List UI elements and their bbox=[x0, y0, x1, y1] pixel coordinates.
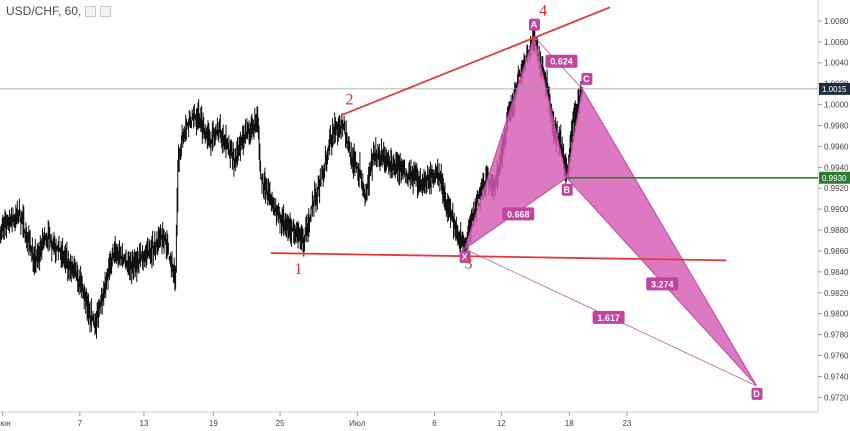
wave-number-2: 2 bbox=[345, 92, 353, 109]
point-label-c: C bbox=[583, 74, 590, 84]
trendline-lower[interactable] bbox=[270, 252, 727, 262]
ratio-label: 0.624 bbox=[550, 57, 573, 67]
ratio-label-bg bbox=[502, 207, 535, 221]
ratio-label-bg bbox=[646, 277, 679, 291]
ratio-label: 3.274 bbox=[651, 279, 674, 289]
y-tick-label: 0.9980 bbox=[824, 121, 849, 130]
y-tick-label: 0.9740 bbox=[824, 372, 849, 381]
price-series bbox=[0, 22, 583, 339]
y-tick-label: 1.0000 bbox=[824, 101, 849, 110]
visibility-toggle-icon[interactable] bbox=[85, 5, 97, 17]
price-marker-bg bbox=[819, 82, 850, 95]
x-tick-label: Июн bbox=[0, 419, 11, 428]
y-tick-label: 1.0040 bbox=[824, 59, 849, 68]
y-tick-label: 0.9900 bbox=[824, 205, 849, 214]
point-badge-bg bbox=[581, 72, 593, 85]
ratio-label: 1.617 bbox=[597, 313, 620, 323]
axes-frame bbox=[0, 0, 819, 413]
y-tick-label: 0.9840 bbox=[824, 268, 849, 277]
x-tick-label: 13 bbox=[140, 419, 149, 428]
price-candles bbox=[0, 22, 583, 339]
ratio-label-bg bbox=[592, 310, 625, 324]
x-tick-label: 12 bbox=[497, 419, 506, 428]
ratio-label: 0.668 bbox=[507, 209, 530, 219]
point-label-x: X bbox=[462, 252, 468, 262]
x-tick-label: 19 bbox=[209, 419, 218, 428]
point-label-d: D bbox=[753, 389, 760, 399]
y-tick-label: 0.9940 bbox=[824, 163, 849, 172]
y-tick-label: 0.9780 bbox=[824, 331, 849, 340]
y-tick-label: 0.9760 bbox=[824, 352, 849, 361]
x-tick-label: 23 bbox=[622, 419, 631, 428]
point-badge-bg bbox=[528, 18, 540, 31]
wave-number-1: 1 bbox=[294, 261, 302, 278]
ratio-label-bg bbox=[545, 54, 578, 68]
price-marker-bg bbox=[819, 171, 850, 184]
chart-header: USD/CHF, 60, bbox=[0, 0, 112, 22]
y-tick-label: 0.9880 bbox=[824, 226, 849, 235]
point-badge-bg bbox=[561, 183, 573, 196]
x-tick-label: 18 bbox=[565, 419, 574, 428]
trendline-upper[interactable] bbox=[341, 6, 611, 116]
point-badge-bg bbox=[459, 250, 471, 263]
point-badge-bg bbox=[751, 387, 763, 400]
chart-labels: X A B C D 0.624 0.668 3.274 1.617 1 2 3 4 bbox=[294, 3, 763, 400]
y-tick-label: 1.0080 bbox=[824, 17, 849, 26]
y-tick-label: 0.9920 bbox=[824, 184, 849, 193]
axis-labels: 1.00801.00601.00401.00201.00000.99800.99… bbox=[0, 17, 850, 428]
x-tick-label: 6 bbox=[432, 419, 437, 428]
price-marker-label: 0.9930 bbox=[822, 174, 847, 183]
y-tick-label: 0.9820 bbox=[824, 289, 849, 298]
wave-number-4: 4 bbox=[539, 3, 547, 20]
y-tick-label: 1.0060 bbox=[824, 38, 849, 47]
y-tick-label: 0.9860 bbox=[824, 247, 849, 256]
trendlines bbox=[0, 6, 818, 262]
y-tick-label: 0.9800 bbox=[824, 310, 849, 319]
y-tick-label: 0.9720 bbox=[824, 393, 849, 402]
price-marker-label: 1.0015 bbox=[822, 85, 847, 94]
y-tick-label: 0.9960 bbox=[824, 142, 849, 151]
point-label-b: B bbox=[563, 185, 570, 195]
symbol-label[interactable]: USD/CHF, 60, bbox=[6, 4, 82, 18]
point-label-a: A bbox=[531, 20, 538, 30]
x-tick-label: 7 bbox=[78, 419, 83, 428]
wave-number-3: 3 bbox=[465, 256, 473, 273]
x-tick-label: 25 bbox=[276, 419, 285, 428]
settings-icon[interactable] bbox=[100, 5, 112, 17]
x-tick-label: Июл bbox=[349, 419, 366, 428]
